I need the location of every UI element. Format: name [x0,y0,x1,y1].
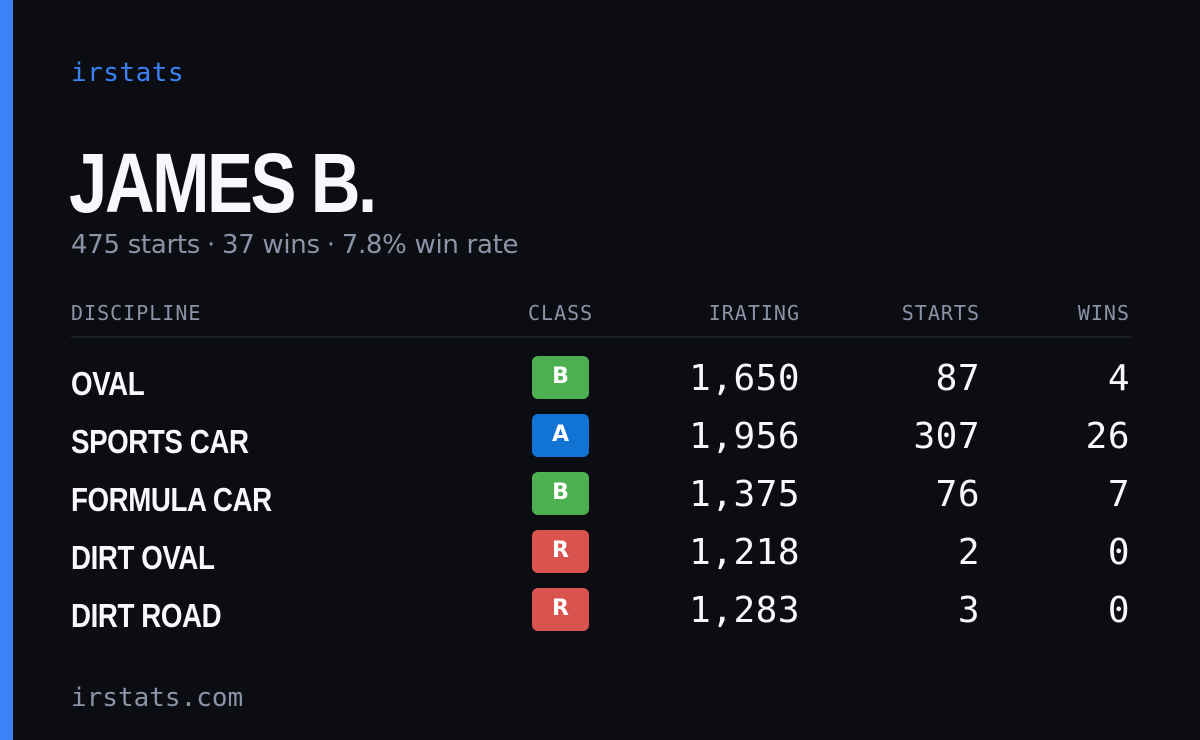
header-discipline: DISCIPLINE [71,301,202,325]
wins-value: 0 [1107,590,1130,631]
starts-value: 76 [935,474,980,515]
discipline-name: DIRT OVAL [71,539,215,576]
irating-value: 1,218 [689,532,800,573]
class-badge: B [532,472,589,515]
wins-value: 4 [1107,358,1130,399]
class-badge: A [532,414,589,457]
header-wins: WINS [1077,301,1130,325]
table-row: OVAL B 1,650 87 4 [71,354,1131,412]
header-class: CLASS [528,301,594,325]
discipline-name: OVAL [71,365,145,402]
discipline-name: FORMULA CAR [71,481,272,518]
table-row: SPORTS CAR A 1,956 307 26 [71,412,1131,470]
starts-value: 3 [957,590,980,631]
table-row: DIRT ROAD R 1,283 3 0 [71,586,1131,644]
irating-value: 1,650 [689,358,800,399]
separator: · [326,230,335,260]
header-starts: STARTS [901,301,980,325]
discipline-table: DISCIPLINE CLASS IRATING STARTS WINS OVA… [71,296,1131,644]
starts-value: 307 [913,416,980,457]
class-badge: B [532,356,589,399]
driver-summary: 475 starts · 37 wins · 7.8% win rate [71,228,518,262]
accent-bar [0,0,13,740]
wins-value: 0 [1107,532,1130,573]
table-header: DISCIPLINE CLASS IRATING STARTS WINS [71,296,1131,338]
irating-value: 1,283 [689,590,800,631]
starts-value: 87 [935,358,980,399]
wins-value: 7 [1107,474,1130,515]
wins-value: 26 [1085,416,1130,457]
table-row: FORMULA CAR B 1,375 76 7 [71,470,1131,528]
winrate-summary: 7.8% win rate [341,230,519,260]
footer-url: irstats.com [71,683,244,713]
starts-summary: 475 starts [71,230,200,260]
class-badge: R [532,530,589,573]
driver-name: JAMES B. [69,136,377,230]
class-badge: R [532,588,589,631]
separator: · [207,230,215,260]
discipline-name: DIRT ROAD [71,597,222,634]
wins-summary: 37 wins [221,230,320,260]
irating-value: 1,956 [689,416,800,457]
irating-value: 1,375 [689,474,800,515]
table-body: OVAL B 1,650 87 4 SPORTS CAR A 1,956 307… [71,338,1131,644]
header-irating: IRATING [708,301,800,325]
brand-logo: irstats [71,58,185,88]
starts-value: 2 [957,532,980,573]
discipline-name: SPORTS CAR [71,423,249,460]
table-row: DIRT OVAL R 1,218 2 0 [71,528,1131,586]
